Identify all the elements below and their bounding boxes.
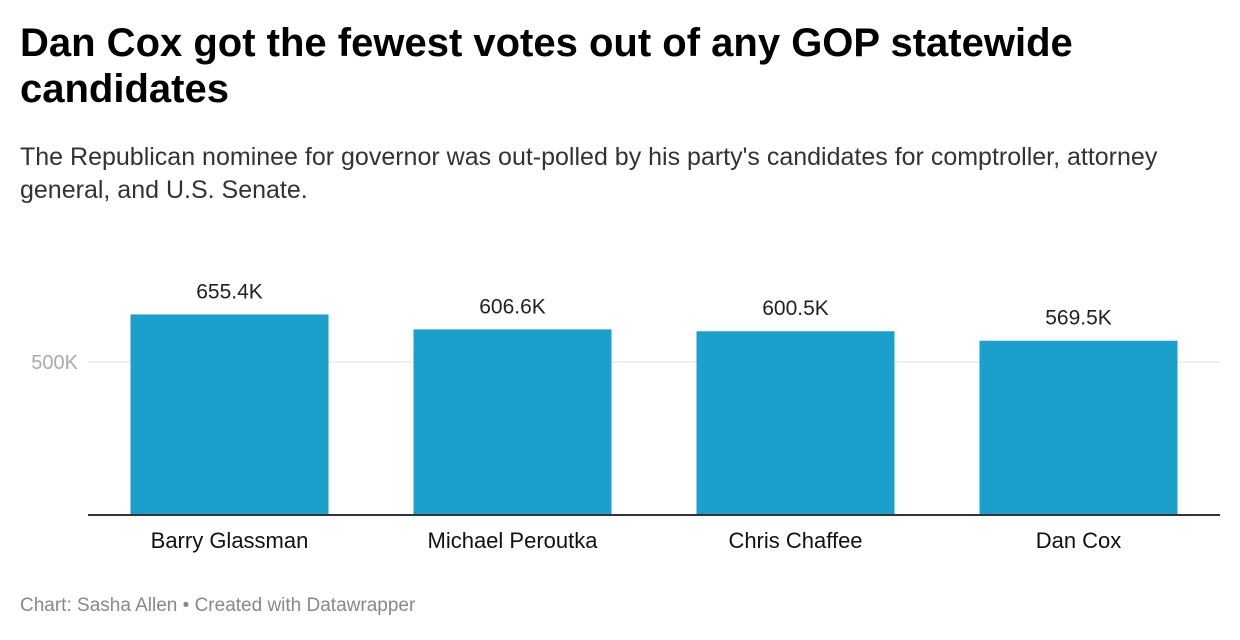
bar-value-label: 600.5K [762, 297, 829, 320]
bar [980, 341, 1178, 515]
bar [697, 331, 895, 515]
bar [131, 314, 329, 515]
y-tick-label: 500K [31, 352, 78, 374]
bar [414, 329, 612, 515]
bar-value-label: 655.4K [196, 280, 263, 303]
category-label: Chris Chaffee [728, 528, 862, 553]
category-label: Barry Glassman [151, 528, 309, 553]
category-label: Michael Peroutka [428, 528, 599, 553]
chart-source-footer: Chart: Sasha Allen • Created with Datawr… [20, 594, 415, 618]
bar-value-label: 569.5K [1045, 307, 1112, 330]
category-label: Dan Cox [1036, 528, 1122, 553]
bars [131, 314, 1178, 515]
bar-value-label: 606.6K [479, 295, 546, 318]
